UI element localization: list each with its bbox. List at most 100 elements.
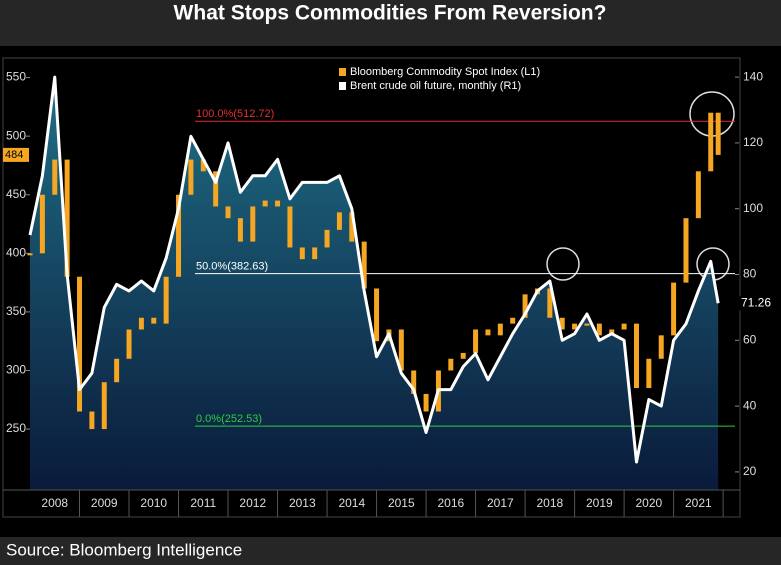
candle — [584, 323, 590, 326]
source: Source: Bloomberg Intelligence — [6, 540, 242, 559]
brent-area — [30, 77, 719, 490]
candle — [312, 247, 318, 260]
y2-tick-label: 20 — [743, 464, 757, 478]
candle — [708, 112, 714, 172]
x-tick-label: 2013 — [289, 496, 316, 510]
x-tick-label: 2010 — [140, 496, 167, 510]
candle — [225, 206, 231, 219]
candle — [275, 200, 281, 207]
candle — [621, 323, 627, 330]
retracement-label: 100.0%(512.72) — [196, 108, 274, 120]
candle — [398, 329, 404, 371]
candle — [671, 282, 677, 336]
candle — [151, 317, 157, 324]
x-tick-label: 2021 — [685, 496, 712, 510]
candle — [460, 352, 466, 359]
candle — [52, 159, 58, 195]
y2-tick-label: 140 — [743, 69, 763, 83]
candle — [163, 276, 169, 324]
x-tick-label: 2019 — [586, 496, 613, 510]
candle — [522, 294, 528, 318]
candle — [411, 370, 417, 394]
y-tick-label: 550 — [6, 70, 26, 84]
candle — [596, 323, 602, 336]
candle — [683, 218, 689, 283]
candle — [200, 159, 206, 172]
y2-tick-label: 80 — [743, 267, 757, 281]
y-tick-label: 350 — [6, 304, 26, 318]
candle — [510, 317, 516, 324]
candle — [559, 317, 565, 330]
y-tick-label: 450 — [6, 187, 26, 201]
legend-bg — [335, 63, 565, 95]
title-bar — [0, 0, 781, 46]
candle — [374, 288, 380, 342]
candle — [547, 288, 553, 318]
x-tick-label: 2020 — [636, 496, 663, 510]
y2-tick-label: 120 — [743, 135, 763, 149]
retracement-label: 0.0%(252.53) — [196, 413, 262, 425]
candle — [448, 358, 454, 371]
candle — [39, 194, 45, 254]
x-tick-label: 2017 — [487, 496, 514, 510]
last-value-label: 71.26 — [741, 295, 771, 309]
last-value-label: 484 — [5, 149, 23, 161]
candle — [299, 247, 305, 260]
candle — [658, 335, 664, 359]
candle — [287, 206, 293, 248]
source-bar — [0, 537, 781, 565]
x-tick-label: 2008 — [41, 496, 68, 510]
candle — [77, 276, 83, 412]
y-tick-label: 300 — [6, 363, 26, 377]
y-tick-label: 500 — [6, 128, 26, 142]
x-tick-label: 2009 — [91, 496, 118, 510]
x-tick-label: 2012 — [239, 496, 266, 510]
candle — [114, 358, 120, 383]
candle — [262, 200, 268, 207]
y-tick-label: 250 — [6, 421, 26, 435]
candle — [695, 171, 701, 219]
candle — [138, 317, 144, 330]
y2-tick-label: 100 — [743, 201, 763, 215]
candle — [64, 159, 70, 277]
candle — [324, 229, 330, 248]
legend-label: Brent crude oil future, monthly (R1) — [350, 80, 521, 92]
candle — [361, 241, 367, 289]
candle — [485, 329, 491, 336]
retracement-label: 50.0%(382.63) — [196, 261, 268, 273]
candle — [473, 329, 479, 353]
candle — [237, 218, 243, 242]
legend-swatch — [339, 82, 346, 90]
candle — [101, 382, 107, 430]
candle — [176, 194, 182, 277]
y2-tick-label: 40 — [743, 398, 757, 412]
candle — [646, 358, 652, 389]
candle — [89, 411, 95, 430]
last-value-tag — [3, 147, 29, 162]
candle — [423, 393, 429, 412]
legend-swatch — [339, 68, 346, 76]
brent-line — [28, 75, 720, 464]
legend-label: Bloomberg Commodity Spot Index (L1) — [350, 66, 540, 78]
y-tick-label: 400 — [6, 245, 26, 259]
candle — [715, 112, 721, 155]
x-tick-label: 2016 — [437, 496, 464, 510]
candle — [633, 323, 639, 389]
x-tick-label: 2015 — [388, 496, 415, 510]
candle — [336, 212, 342, 230]
candle — [250, 206, 256, 242]
y2-tick-label: 60 — [743, 332, 757, 346]
candle — [349, 212, 355, 242]
x-tick-label: 2018 — [536, 496, 563, 510]
candle — [27, 253, 33, 256]
last-value-tag — [739, 296, 777, 311]
x-tick-label: 2011 — [190, 496, 216, 510]
candle — [126, 329, 132, 359]
candle — [572, 323, 578, 330]
candle — [213, 171, 219, 207]
highlight-circle — [546, 247, 580, 281]
frame — [2, 57, 741, 518]
x-tick-label: 2014 — [338, 496, 365, 510]
